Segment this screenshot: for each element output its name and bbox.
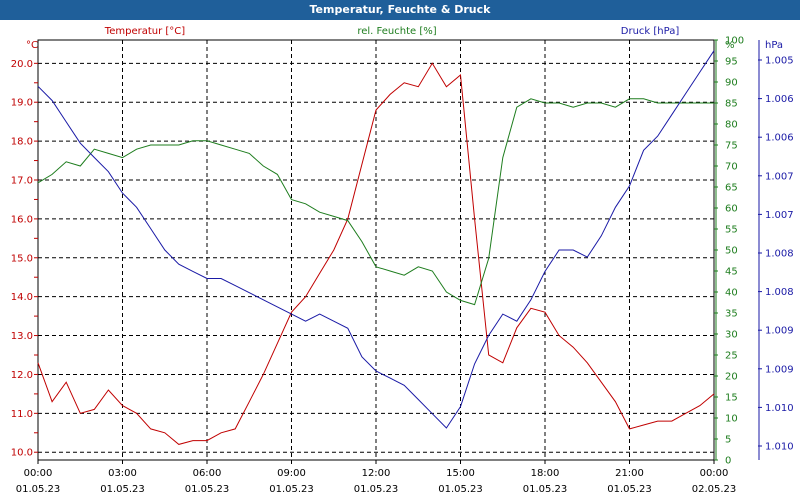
right-axis-pressure-tick-label: 1.006 bbox=[765, 94, 794, 105]
right-axis-humidity-tick-label: 50 bbox=[725, 246, 738, 257]
x-axis-tick-label-date: 01.05.23 bbox=[100, 484, 145, 495]
right-axis-pressure-tick-label: 1.010 bbox=[765, 403, 794, 414]
x-axis-tick-label-time: 12:00 bbox=[362, 468, 391, 479]
x-axis-tick-label-time: 09:00 bbox=[277, 468, 306, 479]
right-axis-humidity-tick-label: 80 bbox=[725, 120, 738, 131]
x-axis-tick-label-date: 01.05.23 bbox=[607, 484, 652, 495]
right-axis-humidity-tick-label: 95 bbox=[725, 57, 738, 68]
series-line-humidity bbox=[37, 98, 714, 306]
right-axis-pressure-tick-label: 1.007 bbox=[765, 171, 794, 182]
x-axis-tick-label-time: 00:00 bbox=[700, 468, 729, 479]
right-axis-humidity-tick-label: 55 bbox=[725, 225, 738, 236]
left-axis-tick-label: 17.0 bbox=[11, 176, 33, 187]
right-axis-humidity-tick-label: 5 bbox=[725, 435, 731, 446]
x-axis-tick-label-time: 18:00 bbox=[531, 468, 560, 479]
right-axis-humidity-tick-label: 90 bbox=[725, 78, 738, 89]
series-line-pressure bbox=[37, 50, 715, 429]
right-axis-pressure-unit: hPa bbox=[765, 40, 783, 51]
right-axis-pressure-tick-label: 1.009 bbox=[765, 326, 794, 337]
right-axis-pressure-tick-label: 1.008 bbox=[765, 287, 794, 298]
right-axis-humidity-tick-label: 75 bbox=[725, 141, 738, 152]
right-axis-humidity-tick-label: 65 bbox=[725, 183, 738, 194]
right-axis-humidity-tick-label: 35 bbox=[725, 309, 738, 320]
right-axis-humidity-tick-label: 15 bbox=[725, 393, 738, 404]
right-axis-humidity-unit: % bbox=[725, 40, 735, 51]
right-axis-humidity-tick-label: 100 bbox=[725, 36, 744, 47]
right-axis-pressure-tick-label: 1.009 bbox=[765, 364, 794, 375]
x-axis-tick-label-time: 15:00 bbox=[446, 468, 475, 479]
x-axis-tick-label-date: 01.05.23 bbox=[269, 484, 314, 495]
x-axis-tick-label-time: 03:00 bbox=[108, 468, 137, 479]
left-axis-tick-label: 19.0 bbox=[11, 98, 33, 109]
left-axis-tick-label: 16.0 bbox=[11, 214, 33, 225]
legend-temperature: Temperatur [°C] bbox=[104, 26, 185, 37]
right-axis-humidity-tick-label: 45 bbox=[725, 267, 738, 278]
right-axis-pressure-tick-label: 1.006 bbox=[765, 133, 794, 144]
right-axis-humidity-tick-label: 85 bbox=[725, 99, 738, 110]
left-axis-tick-label: 15.0 bbox=[11, 253, 33, 264]
right-axis-pressure-tick-label: 1.007 bbox=[765, 210, 794, 221]
left-axis-tick-label: 20.0 bbox=[11, 59, 33, 70]
x-axis-tick-label-time: 06:00 bbox=[193, 468, 222, 479]
right-axis-humidity-tick-label: 25 bbox=[725, 351, 738, 362]
series-line-temperature bbox=[37, 62, 715, 445]
legend-pressure: Druck [hPa] bbox=[621, 26, 680, 37]
x-axis-tick-label-date: 01.05.23 bbox=[16, 484, 61, 495]
right-axis-pressure-tick-label: 1.010 bbox=[765, 442, 794, 453]
left-axis-tick-label: 12.0 bbox=[11, 370, 33, 381]
right-axis-humidity-tick-label: 0 bbox=[725, 456, 731, 467]
left-axis-tick-label: 11.0 bbox=[11, 409, 33, 420]
left-axis-tick-label: 10.0 bbox=[11, 448, 33, 459]
right-axis-pressure-tick-label: 1.008 bbox=[765, 249, 794, 260]
right-axis-humidity-tick-label: 10 bbox=[725, 414, 738, 425]
x-axis-tick-label-date: 01.05.23 bbox=[523, 484, 568, 495]
x-axis-tick-label-time: 21:00 bbox=[615, 468, 644, 479]
right-axis-humidity-tick-label: 70 bbox=[725, 162, 738, 173]
x-axis-tick-label-time: 00:00 bbox=[24, 468, 53, 479]
left-axis-tick-label: 14.0 bbox=[11, 292, 33, 303]
x-axis-tick-label-date: 01.05.23 bbox=[185, 484, 230, 495]
right-axis-pressure-tick-label: 1.005 bbox=[765, 56, 794, 67]
left-axis-tick-label: 13.0 bbox=[11, 331, 33, 342]
x-axis-tick-label-date: 01.05.23 bbox=[438, 484, 483, 495]
chart-title: Temperatur, Feuchte & Druck bbox=[0, 0, 800, 20]
left-axis-tick-label: 18.0 bbox=[11, 137, 33, 148]
x-axis-tick-label-date: 02.05.23 bbox=[692, 484, 737, 495]
right-axis-humidity-tick-label: 20 bbox=[725, 372, 738, 383]
x-axis-tick-label-date: 01.05.23 bbox=[354, 484, 399, 495]
legend-humidity: rel. Feuchte [%] bbox=[357, 26, 436, 37]
right-axis-humidity-tick-label: 30 bbox=[725, 330, 738, 341]
left-axis-unit: °C bbox=[26, 40, 38, 51]
right-axis-humidity-tick-label: 40 bbox=[725, 288, 738, 299]
right-axis-humidity-tick-label: 60 bbox=[725, 204, 738, 215]
